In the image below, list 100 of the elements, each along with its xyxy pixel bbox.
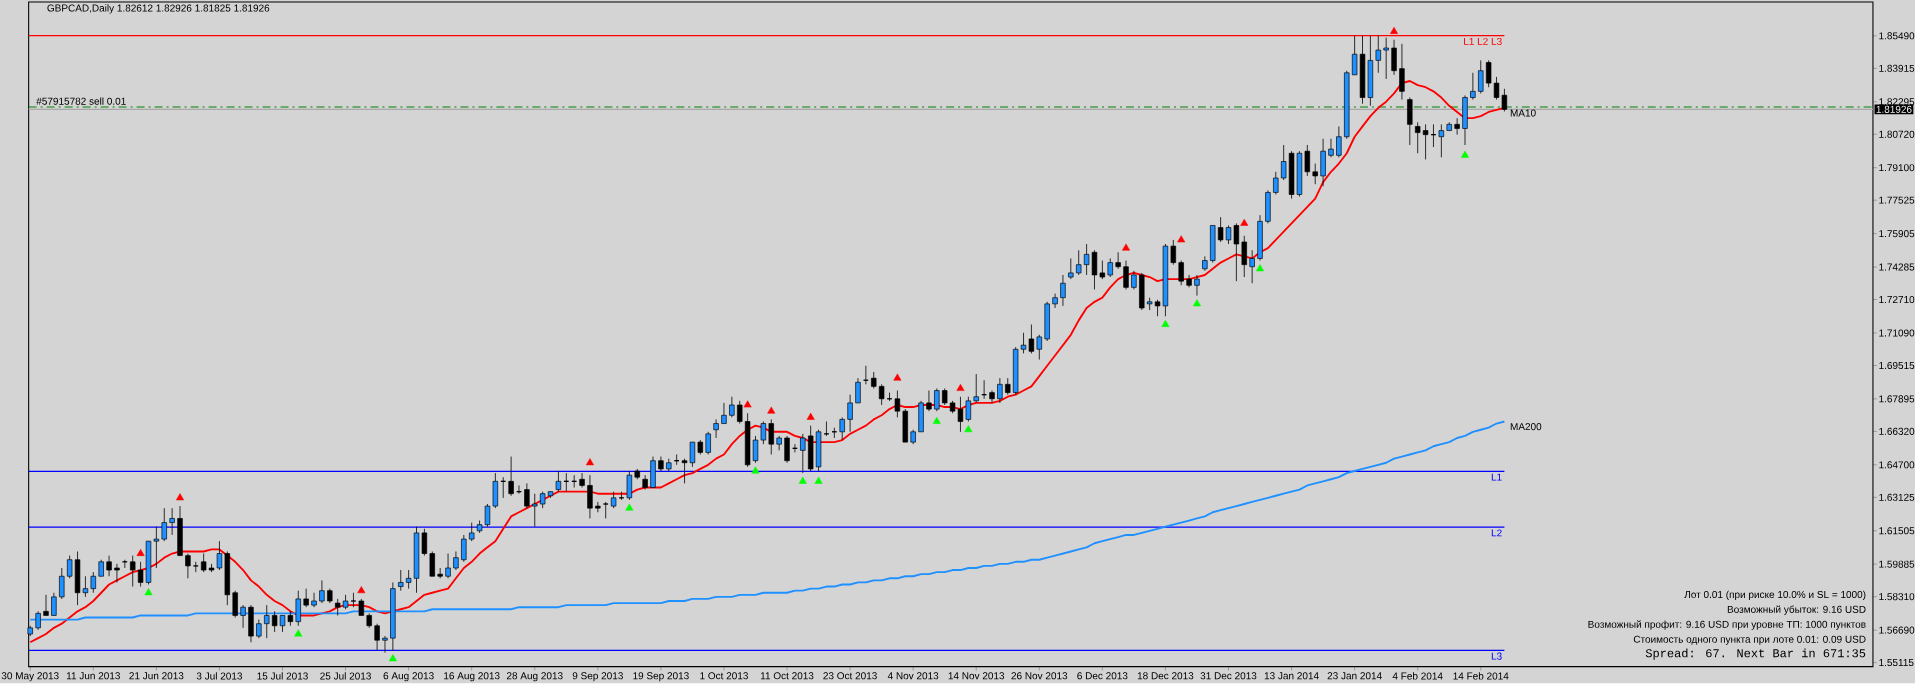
x-tick-label: 11 Oct 2013 [760, 672, 814, 680]
x-tick-label: 3 Jul 2013 [196, 672, 243, 680]
candlestick [350, 592, 357, 608]
candlestick [587, 474, 593, 520]
candlestick [153, 526, 160, 569]
candlestick [1060, 274, 1066, 307]
point [388, 654, 397, 662]
x-tick-label: 9 Sep 2013 [572, 672, 623, 682]
series-label: MA200 [1510, 423, 1542, 431]
point [806, 413, 815, 420]
candlestick [429, 551, 435, 577]
x-tick-label: 4 Nov 2013 [887, 672, 939, 680]
point [144, 588, 153, 596]
point [136, 549, 145, 557]
candlestick [256, 619, 262, 639]
candlestick [1076, 250, 1082, 276]
y-tick-label: 1.56690 [1879, 626, 1915, 634]
y-tick-label: 1.74285 [1879, 263, 1915, 271]
candlestick [192, 561, 199, 573]
x-tick-label: 18 Dec 2013 [1137, 672, 1194, 680]
y-tick-label: 1.80720 [1879, 130, 1915, 138]
candlestick [374, 623, 380, 652]
candlestick [894, 390, 901, 418]
candlestick [934, 388, 940, 412]
candlestick [319, 580, 325, 604]
candlestick [1328, 138, 1334, 158]
candlestick [1280, 144, 1287, 181]
point [798, 476, 807, 484]
candlestick [1178, 260, 1184, 286]
candlestick [130, 555, 136, 588]
x-tick-label: 6 Aug 2013 [383, 672, 434, 682]
candlestick [200, 553, 207, 573]
candlestick [1241, 235, 1247, 278]
x-tick-label: 15 Jul 2013 [257, 672, 308, 680]
x-tick-label: 31 Dec 2013 [1200, 672, 1257, 680]
point [1256, 264, 1264, 272]
candlestick [169, 507, 175, 536]
candlestick [1123, 260, 1129, 291]
y-tick-label: 1.64700 [1879, 461, 1915, 469]
point [751, 466, 760, 474]
text: Лот 0.01 (при риске 10.0% и SL = 1000) [1684, 590, 1866, 601]
candlestick [705, 431, 711, 456]
candlestick [461, 534, 467, 563]
point [956, 384, 965, 392]
candlestick [989, 390, 995, 404]
point [1240, 219, 1249, 226]
y-tick-label: 1.85490 [1879, 32, 1915, 40]
series-label: MA10 [1510, 109, 1536, 117]
candlestick [532, 493, 538, 528]
candlestick [468, 522, 475, 542]
candlestick [398, 569, 404, 592]
x-tick-label: 25 Jul 2013 [320, 672, 371, 680]
candlestick [1068, 258, 1074, 280]
candlestick [973, 373, 979, 404]
candlestick [106, 555, 112, 577]
candlestick [1099, 260, 1106, 280]
candlestick [555, 470, 562, 493]
candlestick [311, 592, 317, 608]
candlestick [839, 417, 845, 441]
candlestick [926, 390, 932, 412]
y-tick-label: 1.75905 [1879, 230, 1915, 238]
ref-line-label: L2 [1491, 529, 1502, 537]
candlestick [626, 470, 633, 501]
candlestick [847, 394, 853, 433]
y-tick-label: 1.83915 [1879, 64, 1915, 73]
candlestick [59, 567, 65, 600]
candlestick [1249, 250, 1255, 284]
candlestick [1194, 274, 1200, 297]
ref-line-label: 1.81926 [1876, 106, 1912, 114]
candlestick [784, 435, 790, 464]
text: Spread: 67. Next Bar in 671:35 [1645, 648, 1866, 660]
point [176, 493, 184, 501]
candlestick [1454, 117, 1460, 136]
y-tick-label: 1.58310 [1879, 593, 1915, 601]
y-tick-label: 1.67895 [1879, 395, 1915, 403]
candlestick [1478, 60, 1484, 94]
y-tick-label: 1.63125 [1879, 493, 1915, 502]
point [1461, 150, 1469, 158]
candlestick [1107, 258, 1113, 278]
candlestick [1312, 163, 1318, 185]
x-tick-label: 1 Oct 2013 [700, 672, 748, 680]
y-tick-label: 1.71090 [1879, 329, 1915, 337]
candlestick [1399, 43, 1405, 101]
point [964, 425, 973, 433]
point [743, 400, 752, 408]
y-tick-label: 1.77525 [1879, 196, 1915, 204]
candlestick [1391, 39, 1397, 76]
candlestick [1414, 122, 1421, 154]
point [357, 586, 366, 594]
x-tick-label: 4 Feb 2014 [1392, 672, 1443, 680]
point [1122, 243, 1130, 251]
point [1193, 299, 1201, 307]
candlestick [1304, 144, 1311, 177]
y-tick-label: 1.59885 [1879, 560, 1915, 568]
x-tick-label: 13 Jan 2014 [1264, 672, 1319, 680]
candlestick [1170, 239, 1177, 266]
candlestick [43, 594, 49, 617]
candlestick [642, 474, 648, 491]
candlestick [1438, 124, 1445, 158]
x-tick-label: 28 Aug 2013 [506, 672, 563, 682]
